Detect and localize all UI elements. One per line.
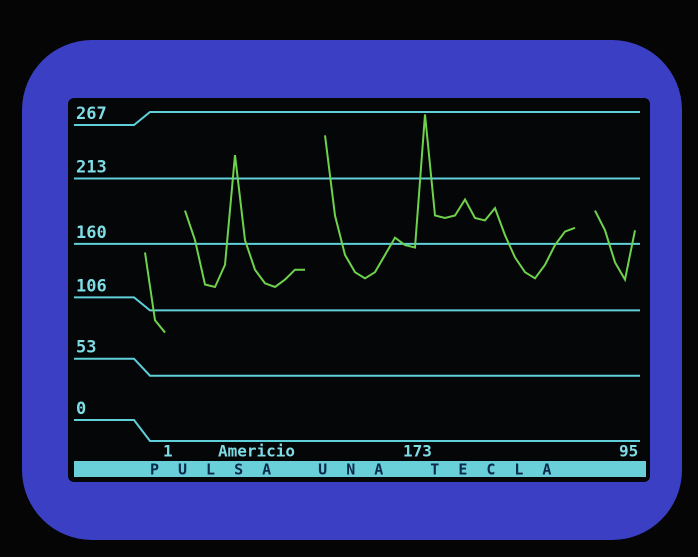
data-line — [594, 210, 636, 283]
y-tick-label: 213 — [76, 158, 107, 178]
y-tick-label: 106 — [76, 276, 107, 296]
grid-line — [74, 296, 640, 312]
grid-line — [74, 419, 640, 442]
status-text: 1 — [163, 442, 173, 461]
prompt-text: PULSA UNA TECLA — [150, 461, 570, 479]
y-tick-label: 0 — [76, 399, 86, 419]
grid-line — [74, 111, 640, 126]
status-text: 173 — [403, 442, 432, 461]
status-text: Americio — [218, 442, 295, 461]
screen — [68, 98, 650, 482]
y-tick-label: 160 — [76, 223, 107, 243]
data-line — [184, 155, 305, 289]
plot — [144, 114, 636, 334]
status-text: 95 — [619, 442, 638, 461]
grid: 0 53 106 160 213 267 — [74, 104, 640, 442]
grid-line — [74, 357, 640, 377]
data-line — [144, 252, 166, 334]
y-tick-label: 267 — [76, 104, 107, 124]
y-tick-label: 53 — [76, 338, 96, 358]
data-line — [324, 114, 576, 280]
prompt-bar — [74, 461, 646, 477]
